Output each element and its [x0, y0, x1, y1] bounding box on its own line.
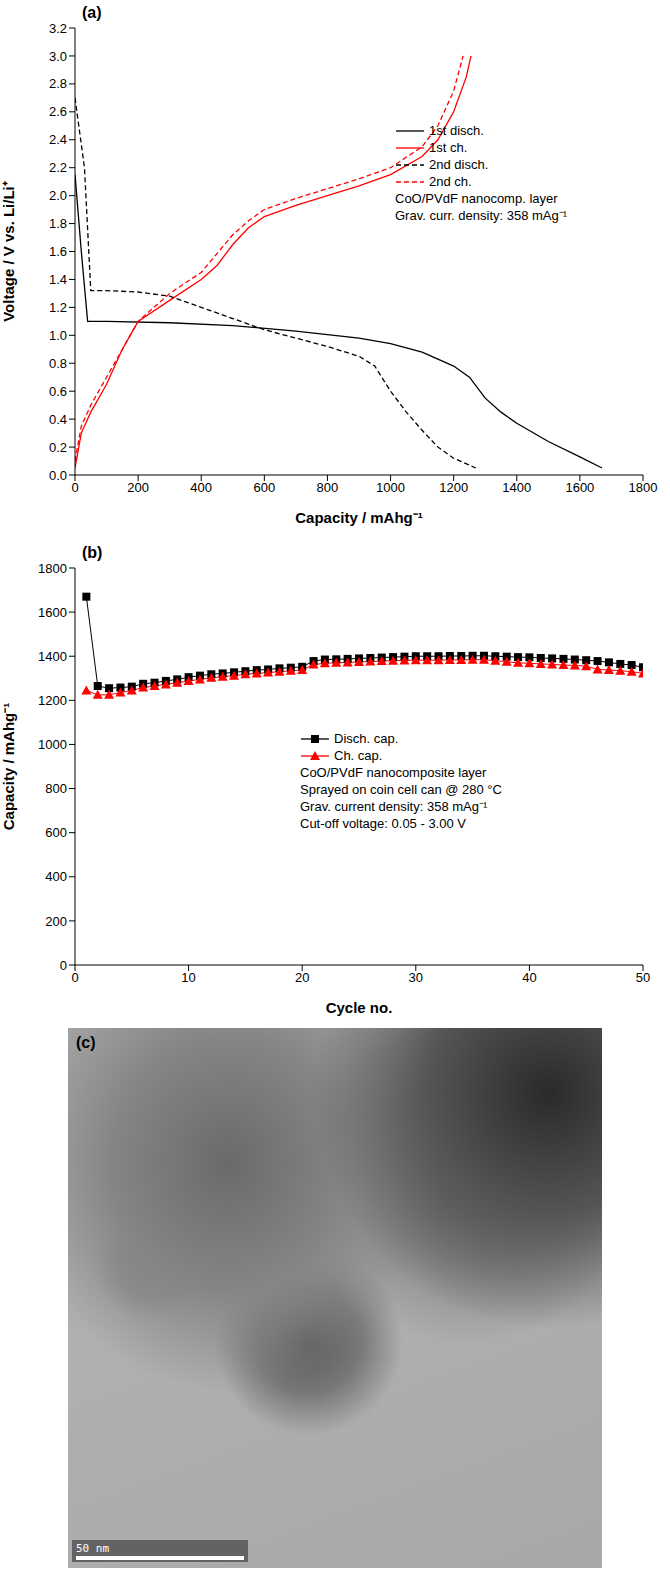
html-text:(b): (b) — [82, 544, 103, 561]
svg-text:1.2: 1.2 — [49, 300, 67, 315]
html-text:CoO/PVdF nanocomposite layer: CoO/PVdF nanocomposite layer — [300, 765, 487, 780]
svg-text:1200: 1200 — [38, 693, 67, 708]
html-text:Ch. cap.: Ch. cap. — [334, 748, 383, 763]
svg-text:0.6: 0.6 — [49, 384, 67, 399]
svg-text:2.6: 2.6 — [49, 104, 67, 119]
html-text:Cut-off voltage: 0.05 - 3.00 V: Cut-off voltage: 0.05 - 3.00 V — [300, 816, 466, 831]
svg-text:10: 10 — [181, 970, 195, 985]
svg-text:0: 0 — [71, 480, 78, 495]
html-text:(c): (c) — [76, 1034, 96, 1051]
svg-text:50: 50 — [636, 970, 650, 985]
svg-text:3.2: 3.2 — [49, 21, 67, 36]
svg-text:2.8: 2.8 — [49, 76, 67, 91]
svg-text:1800: 1800 — [38, 561, 67, 576]
svg-text:1400: 1400 — [502, 480, 531, 495]
svg-text:Capacity / mAhg⁻¹: Capacity / mAhg⁻¹ — [295, 509, 423, 526]
html-text:Disch. cap.: Disch. cap. — [334, 731, 399, 746]
svg-text:1800: 1800 — [629, 480, 658, 495]
html-text:2nd disch.: 2nd disch. — [429, 157, 489, 172]
svg-text:0.8: 0.8 — [49, 356, 67, 371]
svg-text:3.0: 3.0 — [49, 49, 67, 64]
svg-text:Capacity / mAhg⁻¹: Capacity / mAhg⁻¹ — [0, 703, 17, 831]
svg-text:0.4: 0.4 — [49, 412, 67, 427]
svg-text:1.8: 1.8 — [49, 216, 67, 231]
svg-text:1.6: 1.6 — [49, 244, 67, 259]
svg-text:0.0: 0.0 — [49, 468, 67, 483]
svg-text:800: 800 — [45, 781, 67, 796]
svg-text:1000: 1000 — [376, 480, 405, 495]
svg-text:1000: 1000 — [38, 737, 67, 752]
svg-text:1200: 1200 — [439, 480, 468, 495]
html-text:1st disch.: 1st disch. — [429, 123, 484, 138]
svg-text:40: 40 — [522, 970, 536, 985]
html-text:Grav. current density: 358 mAg: Grav. current density: 358 mAg⁻¹ — [300, 799, 488, 814]
svg-text:20: 20 — [295, 970, 309, 985]
svg-text:Cycle no.: Cycle no. — [326, 999, 393, 1016]
html-text:1st ch.: 1st ch. — [429, 140, 468, 155]
html-text:(a): (a) — [82, 4, 102, 21]
svg-text:2.0: 2.0 — [49, 188, 67, 203]
html-text:2nd ch.: 2nd ch. — [429, 174, 472, 189]
svg-text:1.4: 1.4 — [49, 272, 67, 287]
svg-text:200: 200 — [127, 480, 149, 495]
svg-text:2.2: 2.2 — [49, 160, 67, 175]
svg-text:1400: 1400 — [38, 649, 67, 664]
svg-text:1600: 1600 — [565, 480, 594, 495]
svg-text:Voltage / V vs. Li/Li⁺: Voltage / V vs. Li/Li⁺ — [0, 181, 17, 322]
svg-text:400: 400 — [45, 869, 67, 884]
svg-text:400: 400 — [190, 480, 212, 495]
html-text:Grav. curr. density: 358 mAg⁻¹: Grav. curr. density: 358 mAg⁻¹ — [395, 208, 568, 223]
svg-text:1.0: 1.0 — [49, 328, 67, 343]
svg-text:1600: 1600 — [38, 605, 67, 620]
svg-text:200: 200 — [45, 914, 67, 929]
svg-text:800: 800 — [317, 480, 339, 495]
svg-text:600: 600 — [45, 825, 67, 840]
svg-text:2.4: 2.4 — [49, 132, 67, 147]
svg-text:0: 0 — [71, 970, 78, 985]
html-text:Sprayed on coin cell can @ 280: Sprayed on coin cell can @ 280 °C — [300, 782, 502, 797]
html-text:CoO/PVdF nanocomp. layer: CoO/PVdF nanocomp. layer — [395, 191, 558, 206]
svg-text:600: 600 — [253, 480, 275, 495]
svg-text:30: 30 — [409, 970, 423, 985]
svg-text:0: 0 — [60, 958, 67, 973]
html-text:50 nm: 50 nm — [76, 1542, 110, 1555]
svg-text:0.2: 0.2 — [49, 440, 67, 455]
